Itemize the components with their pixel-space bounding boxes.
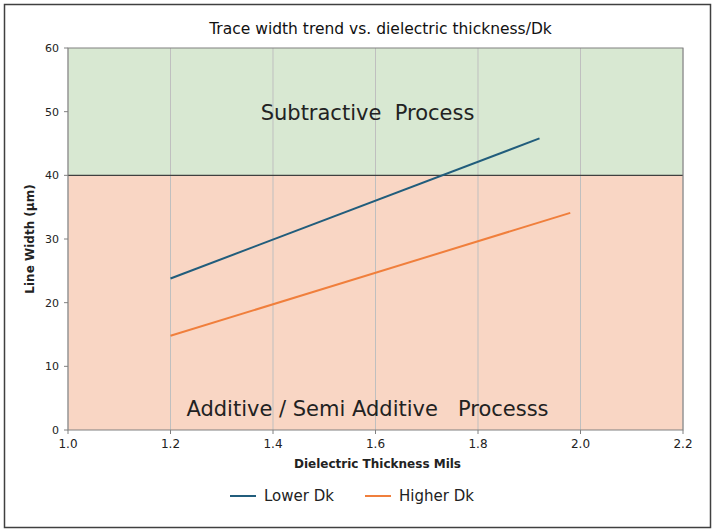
tick — [580, 430, 581, 434]
tick-label: 30 — [45, 233, 59, 246]
tick — [64, 239, 68, 240]
legend-swatch — [365, 495, 391, 497]
tick-label: 60 — [45, 42, 59, 55]
tick-label: 0 — [52, 424, 59, 437]
regions — [68, 48, 683, 430]
tick — [683, 430, 684, 434]
tick-label: 2.2 — [673, 437, 692, 451]
tick — [64, 175, 68, 176]
tick — [64, 366, 68, 367]
grid-line — [580, 48, 581, 430]
tick — [64, 430, 68, 431]
tick — [273, 430, 274, 434]
series-line — [171, 213, 571, 336]
tick-label: 1.2 — [161, 437, 180, 451]
tick — [170, 430, 171, 434]
legend-label: Lower Dk — [264, 487, 334, 505]
tick — [68, 430, 69, 434]
tick-label: 1.4 — [263, 437, 282, 451]
legend-label: Higher Dk — [399, 487, 474, 505]
series-line — [171, 138, 540, 278]
title: Trace width trend vs. dielectric thickne… — [208, 20, 552, 38]
region-label: Subtractive Process — [261, 101, 475, 125]
legend-swatch — [230, 495, 256, 497]
tick — [64, 302, 68, 303]
tick-label: 50 — [45, 106, 59, 119]
series-group — [171, 138, 571, 335]
tick-label: 1.0 — [58, 437, 77, 451]
grid-line — [170, 48, 171, 430]
grid-line — [478, 48, 479, 430]
tick — [478, 430, 479, 434]
region-boundary — [68, 175, 683, 176]
tick-label: 2.0 — [571, 437, 590, 451]
tick-label: 10 — [45, 360, 59, 373]
tick-label: 1.6 — [366, 437, 385, 451]
tick-label: 40 — [45, 169, 59, 182]
y-axis-label: Line Width (µm) — [23, 184, 37, 293]
x-axis-label: Dielectric Thickness Mils — [294, 457, 461, 471]
tick — [375, 430, 376, 434]
chart: Subtractive Process Additive / Semi Addit… — [0, 0, 715, 532]
frame — [5, 5, 711, 528]
region-label: Additive / Semi Additive Processs — [186, 397, 548, 421]
tick-label: 20 — [45, 297, 59, 310]
tick-label: 1.8 — [468, 437, 487, 451]
tick — [64, 48, 68, 49]
plot-frame — [68, 48, 683, 430]
tick — [64, 111, 68, 112]
